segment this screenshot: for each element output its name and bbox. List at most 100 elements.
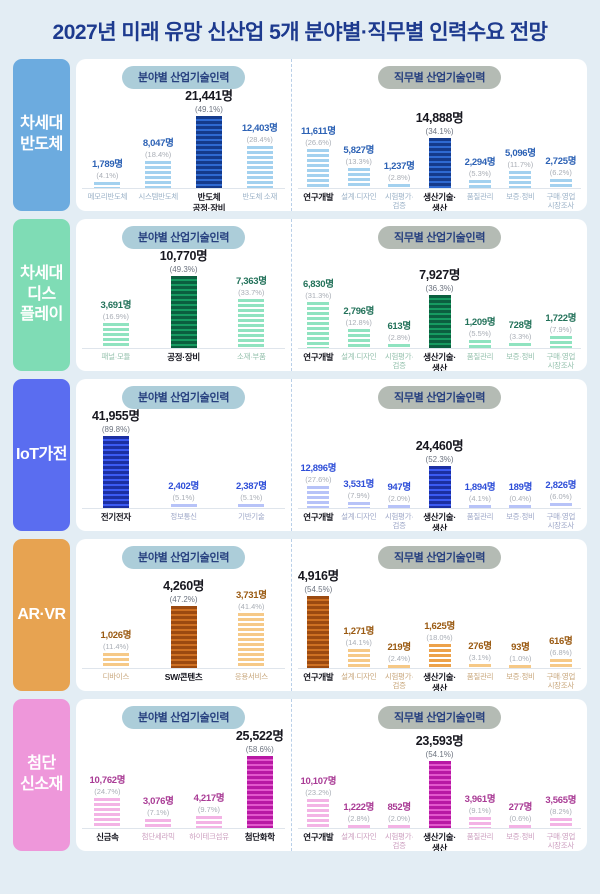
- bar-value-label: 1,237명: [383, 161, 415, 172]
- category-label: 시험평가· 검증: [384, 352, 414, 371]
- bar: [388, 505, 411, 508]
- bar-percent-label: (1.0%): [509, 654, 532, 663]
- bar-value-label: 8,047명: [142, 138, 174, 149]
- industry-label-block: 첨단 신소재: [13, 699, 70, 851]
- category-label: 디바이스: [102, 672, 130, 681]
- category-label: 구매·영업 시장조사: [546, 352, 576, 371]
- bar-item: 10,770명 (49.3%): [150, 245, 218, 348]
- bar-item: 1,222명 (2.8%): [339, 799, 379, 828]
- field-bar-chart: 10,762명 (24.7%) 3,076명 (7.1%) 4,217명 (9.…: [82, 729, 286, 847]
- bar: [347, 649, 370, 668]
- category-label: 품질관리: [466, 672, 494, 681]
- bar-value-label: 189명: [508, 482, 533, 493]
- bar: [307, 302, 330, 348]
- bar: [195, 116, 222, 188]
- job-bar-chart: 12,896명 (27.6%) 3,531명 (7.9%) 947명 (2.0%…: [298, 410, 581, 531]
- bar-percent-label: (0.6%): [509, 814, 532, 823]
- category-labels-row: 패널·모듈 공정·장비 소재·부품: [82, 349, 285, 363]
- bar: [246, 756, 273, 828]
- bars-area: 6,830명 (31.3%) 2,796명 (12.8%) 613명 (2.8%…: [298, 250, 581, 349]
- bar: [549, 179, 572, 188]
- bar: [509, 505, 532, 508]
- bar-item: 1,894명 (4.1%): [460, 479, 500, 508]
- bar-item: 93명 (1.0%): [500, 639, 540, 668]
- category-label: 반도체 소재: [242, 192, 278, 201]
- bar-value-label: 93명: [511, 642, 530, 653]
- industry-label-block: IoT가전: [13, 379, 70, 531]
- category-label: 시험평가· 검증: [384, 512, 414, 531]
- bar: [145, 161, 172, 188]
- bar-item: 3,961명 (9.1%): [460, 791, 500, 828]
- bar-value-label: 2,796명: [343, 306, 375, 317]
- bar: [170, 276, 197, 348]
- bar-item: 2,402명 (5.1%): [150, 478, 218, 508]
- bar: [195, 816, 222, 828]
- bars-area: 41,955명 (89.8%) 2,402명 (5.1%) 2,387명 (5.…: [82, 409, 286, 509]
- bar-percent-label: (4.1%): [96, 171, 119, 180]
- category-label: 생산기술· 생산: [423, 832, 456, 851]
- bar-item: 10,762명 (24.7%): [82, 772, 133, 828]
- bar-value-label: 10,770명: [159, 249, 208, 263]
- category-labels-row: 연구개발 설계·디자인 시험평가· 검증 생산기술· 생산 품질관리 보증·정비…: [298, 669, 581, 691]
- bar: [170, 504, 197, 508]
- category-label: 시스템반도체: [138, 192, 178, 201]
- bar-value-label: 219명: [387, 642, 411, 653]
- category-label: 품질관리: [466, 832, 494, 841]
- category-label: 설계·디자인: [341, 192, 377, 201]
- field-panel-title: 분야별 산업기술인력: [122, 706, 246, 729]
- infographic-page: 2027년 미래 유망 신산업 5개 분야별·직무별 인력수요 전망 차세대 반…: [0, 16, 600, 851]
- bar-value-label: 4,916명: [297, 569, 339, 583]
- bars-area: 11,611명 (26.6%) 5,827명 (13.3%) 1,237명 (2…: [298, 90, 581, 189]
- category-label: 시험평가· 검증: [384, 192, 414, 211]
- bar-value-label: 616명: [549, 636, 573, 647]
- bar: [170, 606, 197, 668]
- bar-value-label: 7,363명: [235, 276, 267, 287]
- bar: [307, 486, 330, 508]
- category-label: 시험평가· 검증: [384, 672, 414, 691]
- bar: [428, 761, 451, 828]
- bar-item: 3,731명 (41.4%): [217, 587, 285, 668]
- field-chart-panel: 분야별 산업기술인력 41,955명 (89.8%) 2,402명 (5.1%)…: [76, 379, 293, 531]
- field-chart-panel: 분야별 산업기술인력 1,026명 (11.4%) 4,260명 (47.2%)…: [76, 539, 293, 691]
- bar: [388, 825, 411, 828]
- industry-label-block: AR·VR: [13, 539, 70, 691]
- bar-percent-label: (34.1%): [425, 127, 454, 136]
- bar-percent-label: (7.1%): [147, 808, 170, 817]
- bar-value-label: 12,403명: [241, 123, 278, 134]
- category-label: 구매·영업 시장조사: [546, 832, 576, 851]
- bar-percent-label: (11.4%): [103, 642, 129, 651]
- bar-value-label: 2,826명: [545, 480, 577, 491]
- bar-value-label: 3,731명: [235, 590, 267, 601]
- row-card: 분야별 산업기술인력 1,789명 (4.1%) 8,047명 (18.4%) …: [76, 59, 587, 211]
- category-label: 보증·정비: [506, 672, 535, 681]
- bar-percent-label: (7.9%): [549, 325, 572, 334]
- job-chart-panel: 직무별 산업기술인력 10,107명 (23.2%) 1,222명 (2.8%)…: [292, 699, 587, 851]
- category-label: 구매·영업 시장조사: [546, 192, 576, 211]
- bar-item: 3,076명 (7.1%): [133, 793, 184, 828]
- bar: [468, 180, 491, 188]
- bar-percent-label: (12.8%): [345, 318, 372, 327]
- bar-value-label: 2,294명: [464, 157, 496, 168]
- bar-percent-label: (6.0%): [549, 492, 572, 501]
- bar: [347, 502, 370, 508]
- bar: [102, 436, 129, 508]
- category-label: 생산기술· 생산: [423, 672, 456, 691]
- job-chart-panel: 직무별 산업기술인력 6,830명 (31.3%) 2,796명 (12.8%)…: [292, 219, 587, 371]
- bar-item: 2,387명 (5.1%): [217, 478, 285, 508]
- bar-value-label: 1,789명: [92, 159, 123, 170]
- bar-percent-label: (47.2%): [169, 595, 198, 604]
- category-label: 시험평가· 검증: [384, 832, 414, 851]
- bar-item: 1,722명 (7.9%): [541, 310, 581, 348]
- bar-value-label: 6,830명: [302, 279, 334, 290]
- bar: [388, 665, 411, 668]
- industry-row: 첨단 신소재 분야별 산업기술인력 10,762명 (24.7%) 3,076명…: [13, 699, 587, 851]
- bar-value-label: 41,955명: [92, 409, 140, 423]
- field-panel-title: 분야별 산업기술인력: [122, 386, 246, 409]
- bar-percent-label: (0.4%): [509, 494, 532, 503]
- bar-value-label: 1,209명: [464, 317, 496, 328]
- bar-value-label: 728명: [508, 320, 533, 331]
- bar-percent-label: (89.8%): [101, 425, 130, 434]
- bar: [509, 171, 532, 188]
- bar-percent-label: (24.7%): [94, 787, 121, 796]
- bar-percent-label: (36.3%): [425, 284, 454, 293]
